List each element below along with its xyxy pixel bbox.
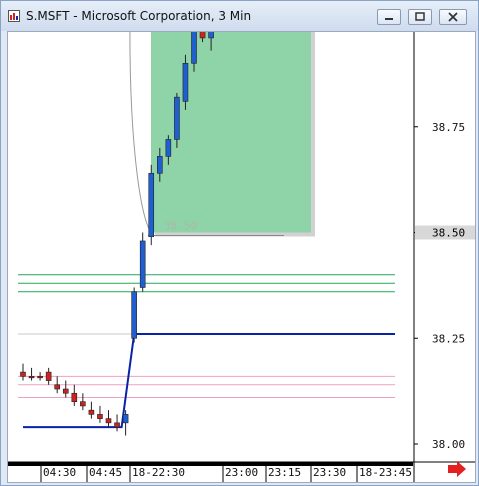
candle-body bbox=[114, 422, 120, 428]
candle-body bbox=[122, 414, 129, 424]
candle-body bbox=[148, 172, 155, 238]
candle-body bbox=[139, 240, 146, 288]
candle-body bbox=[20, 371, 26, 377]
minimize-icon bbox=[385, 18, 393, 20]
candle-body bbox=[45, 371, 52, 381]
candle-body bbox=[174, 96, 180, 140]
marker-price-tag: 38.50 bbox=[432, 227, 465, 240]
time-label: 23:30 bbox=[313, 466, 346, 479]
candle-body bbox=[165, 139, 172, 157]
measure-connector-curve bbox=[129, 0, 152, 233]
minimize-button[interactable] bbox=[377, 9, 401, 25]
candle-body bbox=[157, 156, 163, 174]
close-button[interactable] bbox=[439, 9, 467, 25]
candle-body bbox=[199, 24, 206, 39]
time-label: 18-22:30 bbox=[132, 466, 185, 479]
time-label: 04:30 bbox=[43, 466, 76, 479]
red-right-arrow-icon[interactable] bbox=[448, 461, 466, 477]
candle-body bbox=[182, 62, 189, 102]
chart-app-icon[interactable] bbox=[8, 10, 20, 22]
time-axis-bar bbox=[8, 462, 413, 466]
restore-button[interactable] bbox=[408, 9, 432, 25]
candle-body bbox=[37, 376, 43, 379]
candle-body bbox=[191, 24, 197, 64]
chart-area[interactable]: 39.412.36 %$0.9138.5039.7539.5039.2539.0… bbox=[7, 0, 476, 483]
close-icon bbox=[448, 12, 458, 22]
price-label: 38.00 bbox=[432, 438, 465, 451]
candle-body bbox=[88, 409, 95, 415]
price-label: 38.25 bbox=[432, 332, 465, 345]
candlestick-chart[interactable]: 39.412.36 %$0.9138.5039.7539.5039.2539.0… bbox=[8, 0, 475, 482]
title-bar[interactable]: S.MSFT - Microsoft Corporation, 3 Min bbox=[1, 1, 478, 31]
time-label: 23:00 bbox=[225, 466, 258, 479]
candle-body bbox=[28, 376, 35, 379]
candle-body bbox=[54, 384, 61, 390]
candle-body bbox=[80, 401, 86, 407]
time-label: 18-23:45 bbox=[359, 466, 412, 479]
restore-icon bbox=[415, 12, 425, 21]
window-title: S.MSFT - Microsoft Corporation, 3 Min bbox=[26, 9, 252, 23]
candle-body bbox=[71, 392, 78, 402]
price-label: 38.75 bbox=[432, 121, 465, 134]
candle-body bbox=[62, 388, 69, 394]
candle-body bbox=[131, 291, 137, 339]
time-label: 04:45 bbox=[89, 466, 122, 479]
candle-body bbox=[105, 418, 112, 424]
candle-body bbox=[97, 414, 103, 419]
box-low-label: 38.50 bbox=[164, 220, 197, 233]
candle-body bbox=[208, 0, 214, 39]
blue-trend-line bbox=[23, 333, 395, 429]
marker-price-tag-bg bbox=[415, 225, 475, 240]
time-label: 23:15 bbox=[268, 466, 301, 479]
